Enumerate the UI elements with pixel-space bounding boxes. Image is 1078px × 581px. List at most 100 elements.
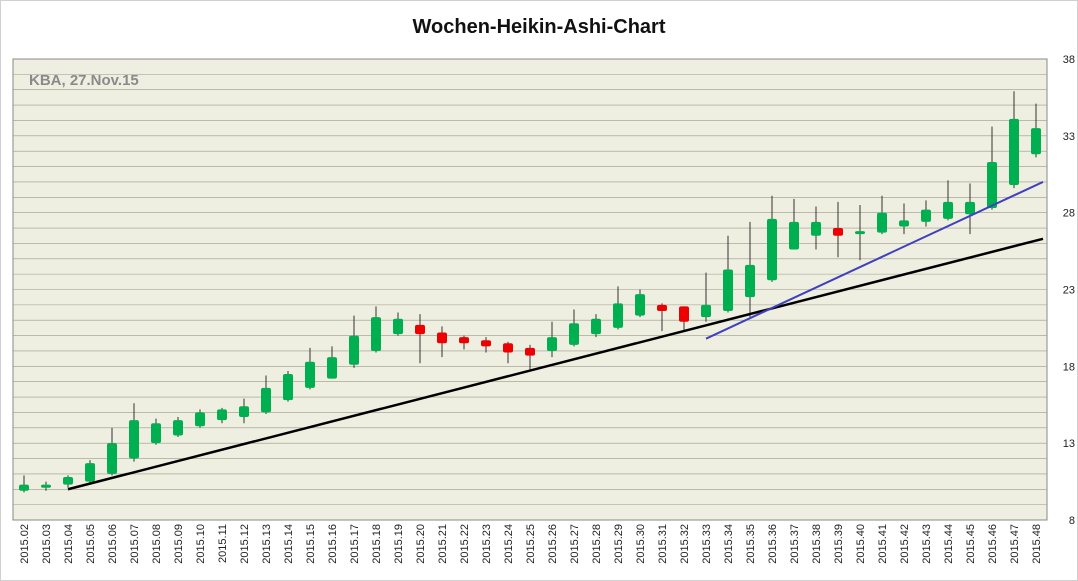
x-tick-label: 2015.47 xyxy=(1009,524,1021,564)
x-tick-label: 2015.26 xyxy=(547,524,559,564)
candle xyxy=(239,398,249,424)
candle-body-up xyxy=(877,212,887,233)
candle-body-up xyxy=(591,318,601,335)
candle-body-up xyxy=(569,323,579,345)
x-tick-label: 2015.31 xyxy=(657,524,669,564)
candle xyxy=(855,204,865,261)
candle xyxy=(1009,91,1019,189)
candle-body-up xyxy=(635,294,645,316)
x-tick-label: 2015.33 xyxy=(701,524,713,564)
x-tick-label: 2015.18 xyxy=(371,524,383,564)
candle xyxy=(811,206,821,250)
x-tick-label: 2015.45 xyxy=(965,524,977,564)
candle xyxy=(503,341,513,364)
chart-title: Wochen-Heikin-Ashi-Chart xyxy=(413,16,666,38)
trend-line xyxy=(705,181,1044,340)
candle xyxy=(789,198,799,250)
candle-body-up xyxy=(19,484,29,491)
candle xyxy=(305,347,315,390)
x-tick-label: 2015.19 xyxy=(393,524,405,564)
candle xyxy=(481,337,491,353)
candle xyxy=(217,407,227,424)
candle-body-down xyxy=(415,324,425,335)
candle xyxy=(415,314,425,364)
x-tick-label: 2015.09 xyxy=(173,524,185,564)
x-tick-label: 2015.14 xyxy=(283,524,295,564)
candle xyxy=(195,409,205,428)
candle-body-up xyxy=(85,463,95,482)
candle xyxy=(833,201,843,258)
candle xyxy=(943,180,953,221)
candle-body-down xyxy=(833,228,843,236)
candle xyxy=(987,126,997,210)
x-tick-label: 2015.48 xyxy=(1031,524,1043,564)
candle-body-up xyxy=(613,303,623,328)
candle-body-up xyxy=(349,335,359,365)
candle xyxy=(921,200,931,227)
x-tick-label: 2015.05 xyxy=(85,524,97,564)
candle-body-up xyxy=(107,443,117,474)
candle xyxy=(107,427,117,476)
candle-body-up xyxy=(239,406,249,418)
x-tick-label: 2015.16 xyxy=(327,524,339,564)
x-axis-ticks: 2015.02 2015.03 2015.04 2015.05 2015.06 2015.… xyxy=(19,524,1043,564)
y-tick-label: 28 xyxy=(1063,208,1075,220)
candle-body-up xyxy=(745,264,755,298)
candle xyxy=(41,481,51,491)
candle-body-down xyxy=(481,340,491,347)
x-tick-label: 2015.10 xyxy=(195,524,207,564)
candle xyxy=(899,203,909,235)
x-tick-label: 2015.43 xyxy=(921,524,933,564)
x-tick-label: 2015.08 xyxy=(151,524,163,564)
candle-body-up xyxy=(195,412,205,427)
candle-body-up xyxy=(987,161,997,209)
candle-body-up xyxy=(789,221,799,250)
candle xyxy=(679,306,689,331)
candle-body-down xyxy=(525,347,535,356)
candle xyxy=(349,315,359,368)
candle xyxy=(723,235,733,313)
x-tick-label: 2015.06 xyxy=(107,524,119,564)
x-tick-label: 2015.17 xyxy=(349,524,361,564)
x-tick-label: 2015.24 xyxy=(503,524,515,564)
candle xyxy=(635,289,645,318)
x-tick-label: 2015.40 xyxy=(855,524,867,564)
y-tick-label: 38 xyxy=(1063,54,1075,66)
x-tick-label: 2015.32 xyxy=(679,524,691,564)
candle-body-up xyxy=(283,374,293,401)
candle-body-up xyxy=(129,420,139,459)
candle-body-down xyxy=(657,304,667,312)
y-tick-label: 8 xyxy=(1069,515,1075,527)
candle-body-up xyxy=(63,476,73,485)
candle xyxy=(283,370,293,402)
candle xyxy=(371,306,381,353)
candle-body-down xyxy=(459,337,469,344)
y-tick-label: 33 xyxy=(1063,131,1075,143)
candle xyxy=(327,346,337,379)
x-tick-label: 2015.12 xyxy=(239,524,251,564)
candle-body-up xyxy=(921,209,931,222)
support-line xyxy=(67,237,1044,491)
x-tick-label: 2015.46 xyxy=(987,524,999,564)
candle xyxy=(613,286,623,330)
candle xyxy=(701,272,711,322)
x-tick-label: 2015.29 xyxy=(613,524,625,564)
candle xyxy=(767,195,777,282)
candle-body-up xyxy=(261,387,271,413)
candle-body-up xyxy=(41,484,51,488)
candle xyxy=(657,303,667,331)
x-tick-label: 2015.11 xyxy=(217,524,229,563)
candle xyxy=(173,417,183,438)
candle xyxy=(745,221,755,318)
candle-body-up xyxy=(723,269,733,312)
trend-lines xyxy=(67,181,1044,491)
candle xyxy=(151,418,161,445)
candle xyxy=(85,460,95,484)
candle-body-down xyxy=(437,332,447,344)
candle-body-up xyxy=(899,220,909,227)
x-tick-label: 2015.04 xyxy=(63,524,75,564)
x-tick-label: 2015.44 xyxy=(943,524,955,564)
candle-body-up xyxy=(151,423,161,444)
ticker-date-label: KBA, 27.Nov.15 xyxy=(29,72,139,89)
